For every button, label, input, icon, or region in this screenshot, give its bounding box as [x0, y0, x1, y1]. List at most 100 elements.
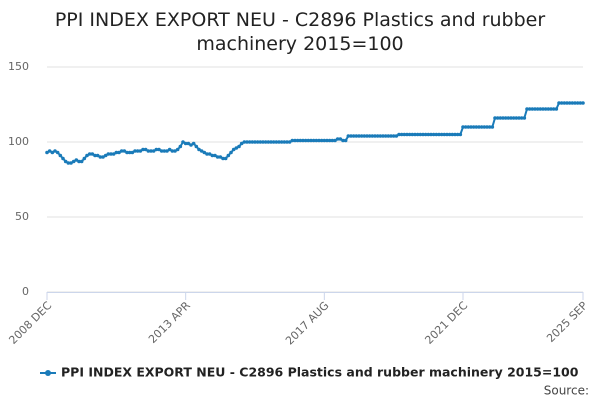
data-point	[335, 137, 340, 141]
data-point	[490, 125, 495, 129]
data-point	[53, 149, 57, 153]
data-point	[79, 159, 84, 164]
data-point	[183, 141, 188, 146]
data-point	[527, 107, 532, 111]
data-point	[463, 125, 468, 129]
data-point	[213, 153, 217, 158]
data-point	[343, 138, 348, 143]
data-point	[229, 150, 233, 155]
data-point	[290, 138, 295, 143]
data-point	[482, 125, 487, 129]
data-point	[541, 107, 545, 111]
data-point	[421, 132, 425, 137]
data-point	[95, 153, 100, 158]
data-point	[50, 150, 55, 155]
data-point	[373, 134, 377, 138]
data-point	[205, 152, 209, 156]
data-point	[325, 138, 329, 143]
data-point	[210, 153, 215, 158]
data-point	[445, 132, 449, 137]
data-point	[93, 153, 97, 158]
data-point	[311, 138, 316, 143]
data-point	[247, 140, 252, 144]
data-point	[194, 144, 199, 149]
data-point	[242, 140, 247, 144]
chart-title: PPI INDEX EXPORT NEU - C2896 Plastics an…	[54, 9, 546, 55]
data-point	[162, 149, 167, 153]
data-point	[231, 147, 236, 152]
data-point	[266, 140, 271, 144]
x-tick-label: 2013 APR	[146, 299, 193, 346]
data-point	[410, 132, 415, 137]
data-point	[535, 107, 540, 111]
data-point	[501, 116, 505, 120]
data-point	[327, 138, 332, 143]
data-point	[511, 116, 516, 120]
data-point	[45, 150, 49, 155]
data-point	[234, 146, 239, 150]
data-point	[367, 134, 372, 138]
data-point	[111, 152, 116, 156]
data-point	[522, 116, 527, 120]
data-point	[109, 152, 113, 156]
x-tick-label: 2008 DEC	[6, 299, 54, 347]
data-point	[333, 138, 337, 143]
data-point	[351, 134, 356, 138]
data-point	[138, 149, 143, 153]
data-point	[365, 134, 369, 138]
data-point	[98, 155, 103, 159]
data-point	[474, 125, 479, 129]
data-point	[503, 116, 508, 120]
data-point	[359, 134, 364, 138]
data-point	[439, 132, 444, 137]
data-point	[135, 149, 140, 153]
data-point	[471, 125, 476, 129]
data-point	[407, 132, 412, 137]
data-point	[346, 134, 351, 138]
data-point	[575, 101, 580, 105]
data-point	[549, 107, 553, 111]
data-point	[237, 144, 241, 149]
data-point	[415, 132, 420, 137]
data-point	[85, 153, 89, 158]
data-point	[103, 153, 108, 158]
data-point	[314, 138, 319, 143]
data-point	[519, 116, 524, 120]
data-point	[509, 116, 513, 120]
data-point	[223, 156, 228, 161]
data-point	[47, 149, 52, 153]
data-point	[391, 134, 396, 138]
data-point	[215, 155, 220, 159]
data-point	[386, 134, 391, 138]
data-point	[477, 125, 481, 129]
data-point	[191, 141, 196, 146]
data-point	[330, 138, 335, 143]
data-point	[82, 156, 87, 161]
data-point	[357, 134, 361, 138]
data-point	[202, 150, 207, 155]
data-point	[77, 159, 81, 164]
data-point	[525, 107, 529, 111]
data-point	[173, 149, 177, 153]
data-point	[101, 155, 105, 159]
data-point	[221, 156, 225, 161]
data-point	[493, 116, 497, 120]
data-point	[287, 140, 292, 144]
data-point	[341, 138, 345, 143]
data-point	[506, 116, 511, 120]
data-point	[455, 132, 460, 137]
x-tick-label: 2021 DEC	[422, 299, 470, 347]
data-point	[530, 107, 535, 111]
data-point	[106, 152, 111, 156]
y-tick-label: 100	[8, 135, 29, 148]
data-point	[557, 101, 561, 105]
data-point	[74, 158, 79, 162]
data-point	[309, 138, 313, 143]
data-point	[255, 140, 260, 144]
data-point	[298, 138, 303, 143]
data-point	[141, 147, 145, 152]
data-point	[239, 141, 244, 146]
data-point	[551, 107, 556, 111]
data-point	[546, 107, 551, 111]
